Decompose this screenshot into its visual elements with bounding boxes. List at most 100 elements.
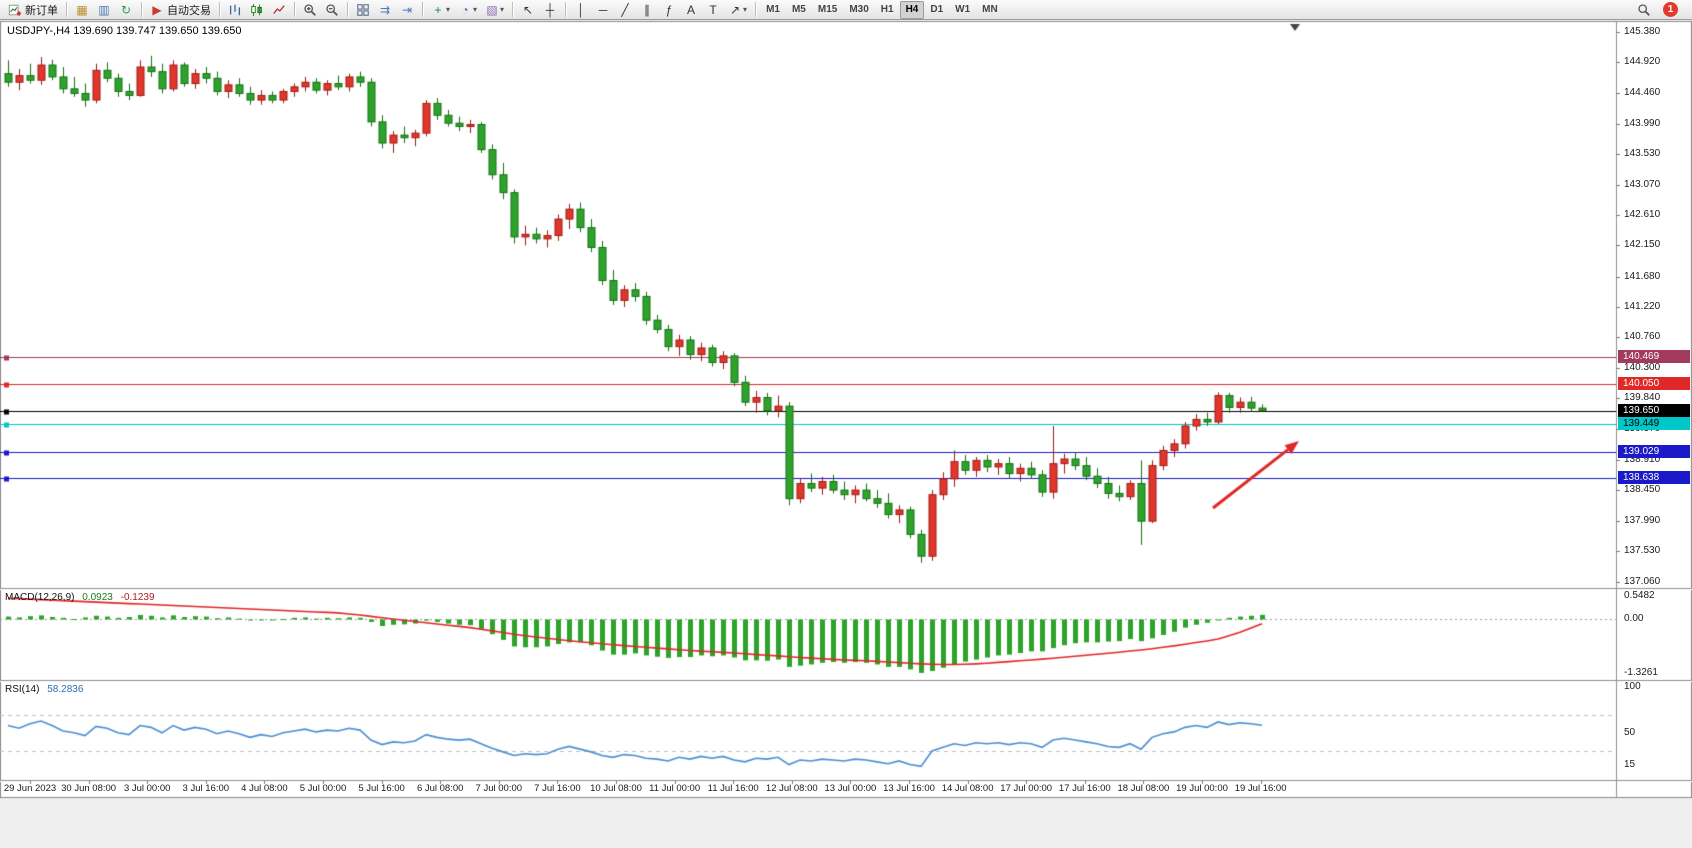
tf-mn[interactable]: MN	[976, 1, 1004, 19]
text-tool-button[interactable]: A	[680, 1, 702, 19]
price-tick-label: 143.530	[1624, 148, 1661, 160]
tile-windows-button[interactable]	[352, 1, 374, 19]
indicators-list-button[interactable]: + ▾	[427, 1, 454, 19]
templates-menu-button[interactable]: ▧ ▾	[481, 1, 508, 19]
time-label: 11 Jul 00:00	[649, 783, 701, 794]
tf-mn-label: MN	[982, 4, 998, 15]
auto-scroll-button[interactable]: ⇉	[374, 1, 396, 19]
dropdown-caret-icon: ▾	[743, 5, 748, 14]
symbol-header: USDJPY-,H4 139.690 139.747 139.650 139.6…	[7, 25, 242, 37]
price-tick-label: 137.990	[1624, 514, 1661, 526]
trendline-tool-button[interactable]: ╱	[614, 1, 636, 19]
notifications-badge[interactable]: 1	[1663, 2, 1678, 17]
periods-menu-icon: ◔	[461, 2, 469, 17]
vertical-line-tool-icon: │	[577, 2, 585, 17]
time-label: 18 Jul 08:00	[1117, 783, 1170, 794]
time-axis[interactable]: 29 Jun 2023 30 Jun 08:00 3 Jul 00:00 3 Jul …	[0, 781, 1616, 798]
channel-tool-button[interactable]: ∥	[636, 1, 658, 19]
price-tick-label: 143.070	[1624, 178, 1661, 190]
horizontal-line-tool-button[interactable]: ─	[592, 1, 614, 19]
toolbar-separator	[347, 2, 348, 17]
macd-value-main: 0.0923	[82, 592, 113, 603]
time-label: 5 Jul 16:00	[358, 783, 405, 794]
search-icon	[1637, 3, 1651, 17]
new-chart-button[interactable]: ▦	[71, 1, 93, 19]
price-tag: 139.650	[1618, 403, 1690, 417]
label-tool-button[interactable]: T	[702, 1, 724, 19]
toolbar-separator	[565, 2, 567, 17]
dropdown-caret-icon: ▾	[446, 5, 451, 14]
arrows-menu-button[interactable]: ↗ ▾	[724, 1, 751, 19]
time-label: 7 Jul 00:00	[475, 783, 523, 794]
bar-chart-mode-button[interactable]	[224, 1, 246, 19]
price-tick-label: 141.680	[1624, 270, 1661, 282]
cursor-tool-icon: ↖	[523, 2, 534, 17]
tf-m5[interactable]: M5	[786, 1, 812, 19]
price-tag: 138.638	[1618, 470, 1690, 484]
channel-tool-icon: ∥	[644, 2, 651, 17]
time-label: 4 Jul 08:00	[241, 783, 288, 794]
price-tick-label: 140.300	[1624, 361, 1661, 373]
toolbar-separator	[422, 2, 423, 17]
tf-d1-label: D1	[930, 4, 944, 15]
tf-m30-label: M30	[849, 4, 869, 15]
macd-tick-label: -1.3261	[1624, 666, 1658, 678]
tf-d1[interactable]: D1	[924, 1, 949, 19]
toolbar-separator	[755, 2, 757, 17]
toolbar-separator	[141, 2, 142, 17]
periods-menu-button[interactable]: ◔ ▾	[454, 1, 481, 19]
new-order-button[interactable]: 新订单	[4, 1, 62, 19]
profiles-button[interactable]: ▥	[93, 1, 115, 19]
tf-m1[interactable]: M1	[760, 1, 786, 19]
price-tick-label: 138.910	[1624, 453, 1661, 465]
line-chart-mode-button[interactable]	[268, 1, 290, 19]
time-label: 12 Jul 08:00	[765, 783, 818, 794]
tf-w1-label: W1	[955, 4, 971, 15]
auto-trading-label: 自动交易	[167, 4, 211, 17]
zoom-out-icon	[325, 3, 339, 17]
price-tick-label: 140.760	[1624, 331, 1661, 343]
auto-trading-button[interactable]: ▶ 自动交易	[146, 1, 215, 19]
crosshair-tool-button[interactable]: ┼	[539, 1, 561, 19]
tf-h4-label: H4	[905, 4, 919, 15]
chart-shift-icon: ⇥	[401, 2, 413, 17]
horizontal-line-tool-icon: ─	[598, 2, 608, 17]
tf-h4[interactable]: H4	[899, 0, 925, 19]
tf-m30[interactable]: M30	[843, 1, 874, 19]
rsi-name: RSI(14)	[5, 684, 40, 695]
price-tick-label: 141.220	[1624, 300, 1661, 312]
price-tick-label: 142.610	[1624, 209, 1661, 221]
toolbar-separator	[512, 2, 514, 17]
candlestick-mode-button[interactable]	[246, 1, 268, 19]
price-axis[interactable]: 145.380 144.920 144.460 143.990 143.530 143.0…	[1617, 21, 1692, 780]
price-tick-label: 139.840	[1624, 392, 1661, 404]
tf-h1[interactable]: H1	[875, 1, 900, 19]
time-label: 13 Jul 00:00	[824, 783, 877, 794]
search-button[interactable]	[1633, 1, 1655, 19]
tf-m15[interactable]: M15	[812, 1, 843, 19]
trendline-tool-icon: ╱	[621, 2, 629, 17]
toolbar-separator	[294, 2, 295, 17]
new-chart-icon: ▦	[76, 2, 88, 17]
price-tick-label: 144.920	[1624, 56, 1661, 68]
zoom-out-button[interactable]	[321, 1, 343, 19]
tile-windows-icon	[356, 3, 370, 17]
zoom-in-button[interactable]	[299, 1, 321, 19]
time-label: 10 Jul 08:00	[590, 783, 642, 794]
toolbar-separator	[66, 2, 67, 17]
macd-tick-label: 0.00	[1624, 612, 1644, 624]
time-label: 17 Jul 00:00	[1000, 783, 1053, 794]
cursor-tool-button[interactable]: ↖	[517, 1, 539, 19]
tf-m1-label: M1	[766, 4, 780, 15]
refresh-charts-button[interactable]: ↻	[115, 1, 137, 19]
chart-shift-button[interactable]: ⇥	[396, 1, 418, 19]
price-tick-label: 145.380	[1624, 25, 1661, 37]
macd-tick-label: 0.5482	[1624, 590, 1655, 602]
rsi-tick-label: 50	[1624, 726, 1636, 738]
dropdown-caret-icon: ▾	[473, 5, 478, 14]
vertical-line-tool-button[interactable]: │	[570, 1, 592, 19]
fibonacci-tool-button[interactable]: ƒ	[658, 1, 680, 19]
tf-w1[interactable]: W1	[949, 1, 976, 19]
